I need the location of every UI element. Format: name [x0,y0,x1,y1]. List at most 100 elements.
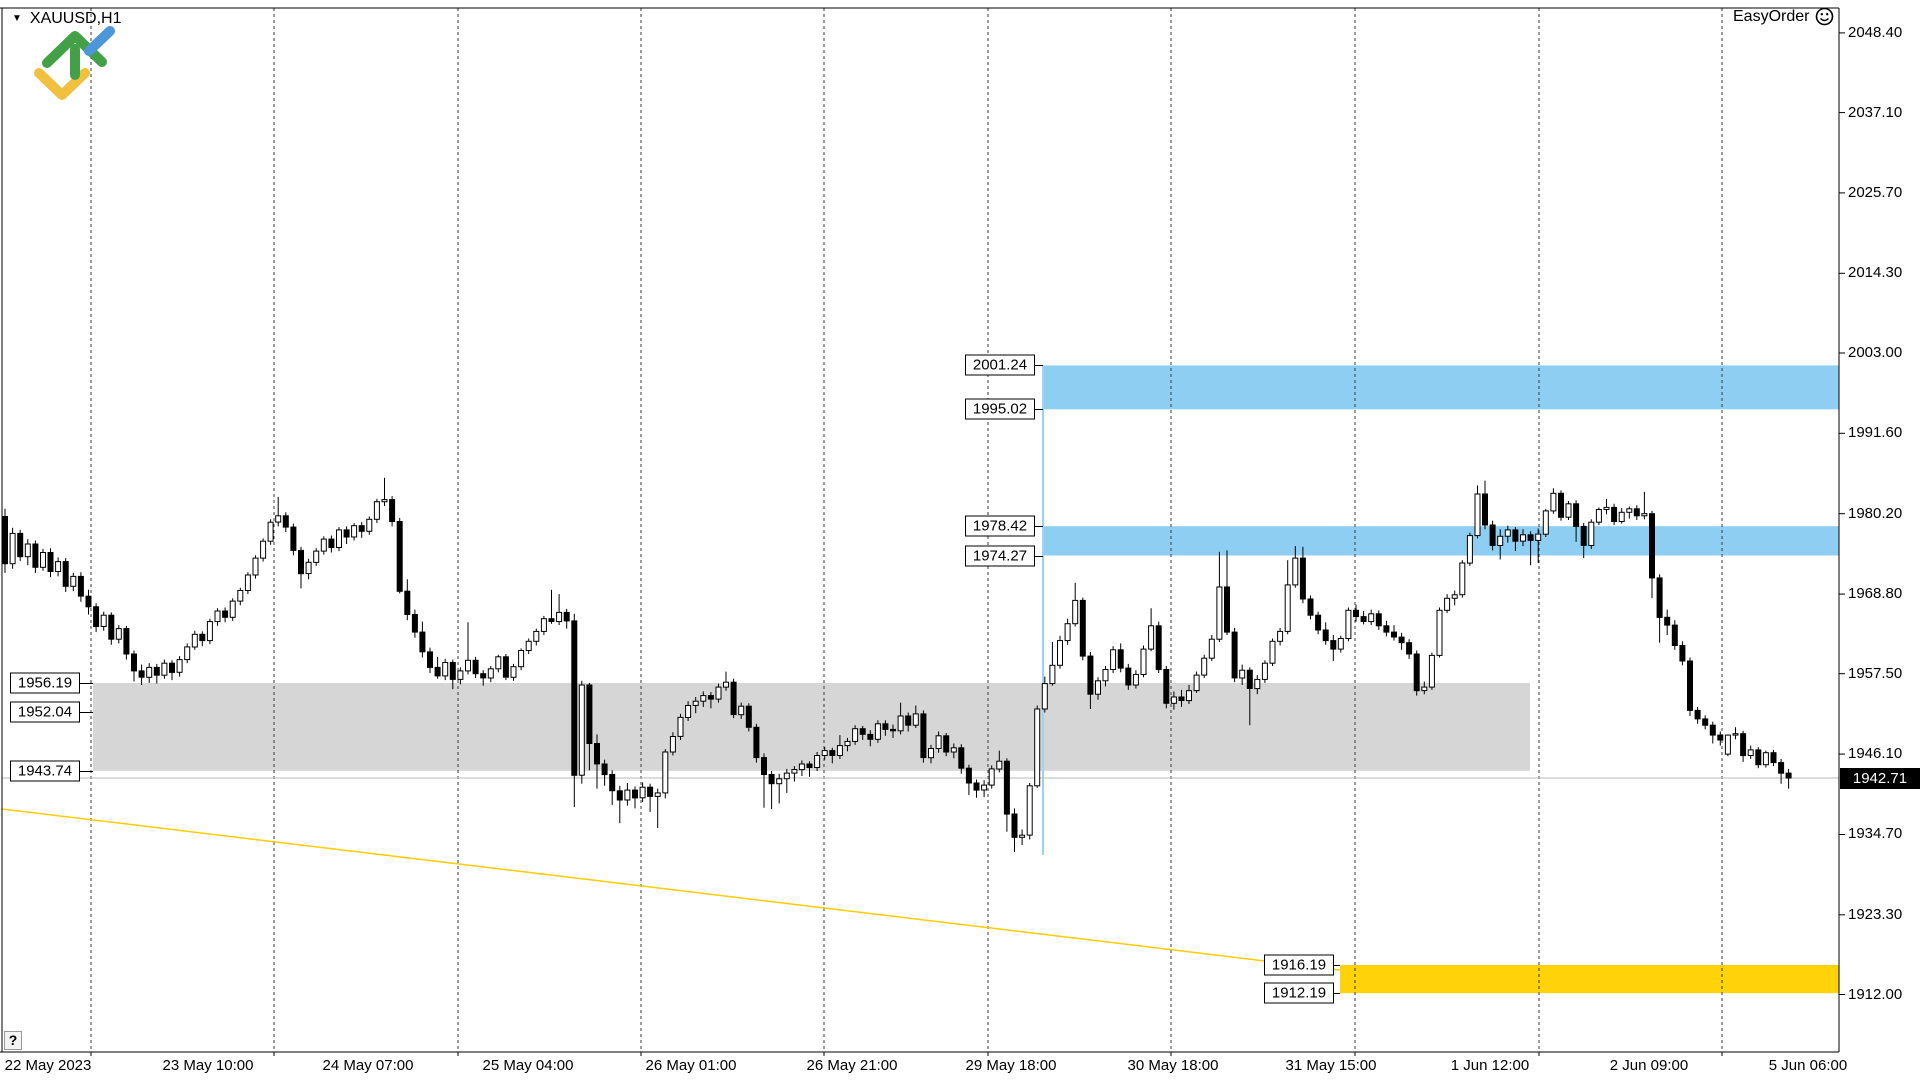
candle-bullish [1170,696,1177,704]
easyorder-panel-toggle[interactable]: EasyOrder [1733,7,1834,26]
candle-bearish [609,774,616,792]
price-axis-label: 2025.70 [1848,184,1903,201]
candle-bullish [1466,535,1473,564]
candle-bearish [1315,614,1322,631]
candle-bullish [1451,594,1458,599]
candle-bullish [100,614,107,628]
candlestick-series[interactable] [2,477,1792,853]
candle-bearish [123,628,130,655]
symbol-selector[interactable]: ▼ XAUUSD,H1 [12,10,121,28]
candle-bearish [1633,508,1640,517]
candle-bearish [1671,624,1678,646]
candle-bullish [836,745,843,756]
candle-bullish [1261,662,1268,680]
candle-bullish [1504,529,1511,537]
candle-bearish [290,526,297,551]
candle-bullish [1095,680,1101,695]
candle-bearish [1360,616,1367,622]
candle-bullish [928,748,934,759]
candle-bearish [647,786,654,797]
candle-bearish [502,656,509,678]
level-price-label: 1952.04 [10,701,80,723]
candle-bullish [229,600,236,618]
candle-bullish [1474,493,1481,537]
candle-bullish [1292,557,1299,586]
candle-bullish [366,518,373,532]
candle-bearish [1391,631,1397,638]
candle-bearish [17,532,24,558]
candle-bullish [935,735,942,749]
candle-bearish [563,611,570,622]
candle-bearish [1375,613,1382,627]
candle-bullish [981,784,988,791]
candle-bearish [965,767,972,784]
price-axis-label: 1957.50 [1848,665,1903,682]
zone-resistance-lower-blue [1043,526,1839,556]
candle-bearish [1079,599,1086,657]
candle-bearish [138,670,145,678]
candle-bullish [252,557,259,576]
candle-bullish [525,640,532,651]
candle-bullish [115,628,122,640]
candle-bearish [358,525,365,532]
candle-bullish [844,740,851,747]
candle-bullish [305,561,312,575]
candle-bullish [533,630,540,642]
price-axis-label: 2048.40 [1848,24,1903,41]
candle-bullish [776,778,783,785]
candle-bearish [1117,649,1124,669]
candle-bullish [336,529,342,549]
candle-bullish [540,618,547,632]
time-axis-label: 1 Jun 12:00 [1450,1057,1530,1074]
candle-bullish [1565,503,1572,518]
candle-bearish [973,782,980,791]
candle-bearish [472,659,479,675]
level-label-connector [80,771,93,772]
descending-trendline[interactable] [1,808,1341,971]
candle-bearish [389,499,396,523]
candle-bullish [1041,683,1048,710]
candle-bullish [9,532,16,565]
candle-bullish [723,681,729,688]
candle-bullish [1064,623,1071,642]
candle-bullish [1762,752,1769,766]
candle-bullish [556,611,563,623]
candle-bearish [1785,772,1792,779]
candle-bullish [996,760,1003,770]
candle-bearish [707,695,714,700]
candle-bearish [1687,660,1693,711]
smiley-icon [1816,7,1834,26]
candle-bullish [1140,648,1147,675]
candle-bullish [176,659,183,673]
current-price-badge: 1942.71 [1840,768,1920,789]
candle-bullish [692,700,699,706]
candle-bullish [852,728,859,742]
candle-bearish [1694,709,1701,720]
candle-bullish [70,575,77,587]
candle-bullish [814,755,821,768]
candle-bearish [1299,557,1306,600]
help-button[interactable]: ? [4,1031,22,1050]
candle-bearish [298,549,304,575]
candle-bearish [1679,645,1686,662]
candle-bearish [411,614,418,633]
candle-bullish [1337,638,1344,650]
candle-bullish [1641,513,1648,517]
candle-bullish [1732,733,1739,736]
price-axis-label: 1980.20 [1848,505,1903,522]
candle-bearish [1527,534,1534,541]
candle-bearish [1702,718,1709,726]
candle-bearish [480,673,487,679]
chevron-down-icon[interactable]: ▼ [12,13,22,24]
candle-bearish [867,733,874,740]
candle-bearish [1003,760,1010,815]
candle-bearish [77,575,84,597]
price-axis-label: 1991.60 [1848,424,1903,441]
candle-bearish [730,681,737,716]
level-price-label: 1943.74 [10,760,80,782]
candle-bullish [1201,657,1208,676]
candle-bearish [958,747,965,769]
candle-bullish [1208,638,1215,659]
candle-bullish [738,705,745,716]
